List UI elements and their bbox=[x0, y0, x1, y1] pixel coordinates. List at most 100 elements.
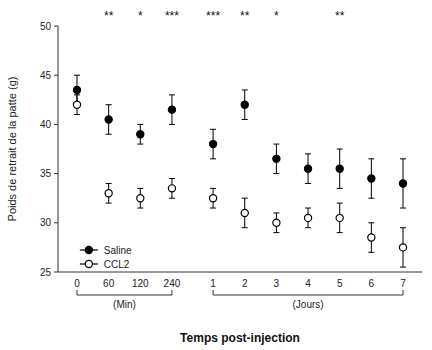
y-tick bbox=[54, 173, 58, 174]
point bbox=[368, 234, 375, 241]
point bbox=[241, 209, 248, 216]
error-cap bbox=[137, 188, 143, 189]
error-cap bbox=[242, 227, 248, 228]
error-cap bbox=[210, 208, 216, 209]
error-bar bbox=[106, 105, 112, 135]
point bbox=[168, 185, 175, 192]
significance-label: ** bbox=[240, 9, 250, 23]
group-label: (Jours) bbox=[292, 299, 323, 310]
error-bar bbox=[305, 208, 311, 228]
y-tick bbox=[54, 75, 58, 76]
error-bar bbox=[169, 95, 175, 125]
x-tick-label: 2 bbox=[242, 278, 248, 289]
error-bar bbox=[368, 159, 374, 198]
error-cap bbox=[305, 153, 311, 154]
point bbox=[336, 214, 343, 221]
error-cap bbox=[210, 158, 216, 159]
error-bar bbox=[400, 159, 406, 208]
series bbox=[73, 95, 406, 267]
error-bar bbox=[137, 188, 143, 208]
legend-label: CCL2 bbox=[104, 259, 130, 270]
error-bar bbox=[273, 144, 279, 174]
significance-label: * bbox=[138, 9, 143, 23]
y-tick-label: 35 bbox=[40, 168, 52, 179]
error-bar bbox=[106, 183, 112, 203]
error-bar bbox=[368, 223, 374, 253]
legend-marker bbox=[85, 246, 92, 253]
point bbox=[304, 165, 311, 172]
point bbox=[241, 101, 248, 108]
y-tick-label: 30 bbox=[40, 217, 52, 228]
error-cap bbox=[337, 232, 343, 233]
error-cap bbox=[273, 144, 279, 145]
group-bracket bbox=[77, 290, 172, 295]
error-cap bbox=[74, 94, 80, 95]
group-bracket bbox=[213, 290, 403, 295]
point bbox=[368, 175, 375, 182]
error-cap bbox=[400, 208, 406, 209]
x-tick-label: 6 bbox=[369, 278, 375, 289]
error-cap bbox=[305, 208, 311, 209]
x-tick-label: 240 bbox=[164, 278, 181, 289]
error-cap bbox=[106, 134, 112, 135]
error-bar bbox=[137, 124, 143, 144]
error-cap bbox=[368, 252, 374, 253]
x-tick-label: 7 bbox=[400, 278, 406, 289]
point bbox=[137, 195, 144, 202]
series bbox=[73, 75, 406, 208]
x-tick-label: 60 bbox=[103, 278, 115, 289]
error-cap bbox=[368, 198, 374, 199]
point bbox=[336, 165, 343, 172]
significance-label: * bbox=[274, 9, 279, 23]
error-cap bbox=[106, 183, 112, 184]
error-bar bbox=[305, 154, 311, 184]
x-axis-label: Temps post-injection bbox=[180, 331, 300, 345]
point bbox=[73, 101, 80, 108]
error-cap bbox=[242, 119, 248, 120]
error-cap bbox=[169, 124, 175, 125]
error-bar bbox=[273, 213, 279, 233]
error-cap bbox=[368, 222, 374, 223]
error-bar bbox=[400, 228, 406, 267]
error-bar bbox=[74, 95, 80, 115]
legend-marker bbox=[85, 260, 92, 267]
error-cap bbox=[210, 129, 216, 130]
point bbox=[105, 190, 112, 197]
y-tick-label: 50 bbox=[40, 21, 52, 32]
error-bar bbox=[242, 198, 248, 228]
error-cap bbox=[337, 149, 343, 150]
y-tick bbox=[54, 26, 58, 27]
marks bbox=[73, 75, 406, 267]
significance-label: ** bbox=[104, 9, 114, 23]
point bbox=[73, 86, 80, 93]
error-cap bbox=[368, 158, 374, 159]
error-cap bbox=[74, 114, 80, 115]
error-cap bbox=[169, 178, 175, 179]
error-cap bbox=[106, 203, 112, 204]
error-bar bbox=[210, 188, 216, 208]
error-cap bbox=[137, 208, 143, 209]
x-tick-label: 1 bbox=[210, 278, 216, 289]
significance-label: ** bbox=[335, 9, 345, 23]
error-cap bbox=[74, 75, 80, 76]
point bbox=[105, 116, 112, 123]
x-tick-label: 120 bbox=[132, 278, 149, 289]
error-cap bbox=[273, 232, 279, 233]
point bbox=[209, 140, 216, 147]
y-tick bbox=[54, 124, 58, 125]
error-cap bbox=[273, 212, 279, 213]
error-cap bbox=[137, 144, 143, 145]
point bbox=[168, 106, 175, 113]
error-bar bbox=[242, 90, 248, 120]
point bbox=[137, 131, 144, 138]
point bbox=[304, 214, 311, 221]
legend-label: Saline bbox=[104, 245, 132, 256]
error-cap bbox=[337, 188, 343, 189]
point bbox=[273, 155, 280, 162]
error-cap bbox=[273, 173, 279, 174]
x-axis-line bbox=[58, 272, 422, 273]
point bbox=[399, 180, 406, 187]
significance-label: *** bbox=[206, 9, 220, 23]
error-bar bbox=[337, 203, 343, 233]
error-cap bbox=[169, 198, 175, 199]
